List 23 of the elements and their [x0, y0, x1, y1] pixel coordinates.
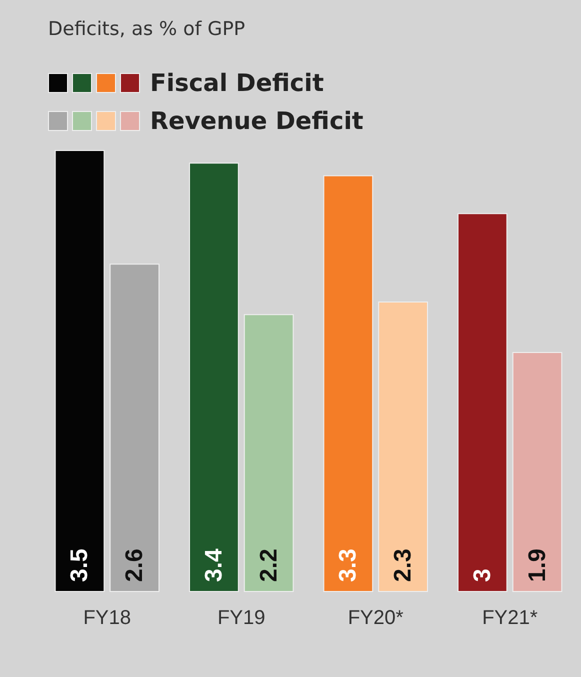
x-tick-label: FY18	[83, 607, 132, 629]
bar	[110, 264, 160, 592]
data-label: 3.3	[334, 548, 362, 582]
data-label: 2.3	[390, 548, 417, 582]
chart-subtitle: Deficits, as % of GPP	[48, 18, 246, 40]
legend-label: Revenue Deficit	[150, 107, 364, 135]
bar	[189, 162, 239, 592]
data-label: 1.9	[524, 548, 551, 582]
data-label: 3.5	[66, 548, 94, 582]
bar	[323, 175, 374, 592]
data-label: 3	[468, 568, 496, 582]
legend-label: Fiscal Deficit	[150, 69, 324, 97]
bar	[378, 302, 428, 592]
data-label: 2.6	[121, 548, 148, 582]
bar	[54, 150, 105, 592]
bar	[512, 352, 562, 592]
x-tick-label: FY20*	[348, 607, 404, 629]
x-tick-label: FY19	[217, 607, 266, 629]
data-label: 2.2	[255, 548, 282, 582]
data-label: 3.4	[200, 548, 228, 582]
x-tick-label: FY21*	[482, 607, 538, 629]
bar	[458, 213, 508, 592]
bar	[244, 314, 294, 592]
